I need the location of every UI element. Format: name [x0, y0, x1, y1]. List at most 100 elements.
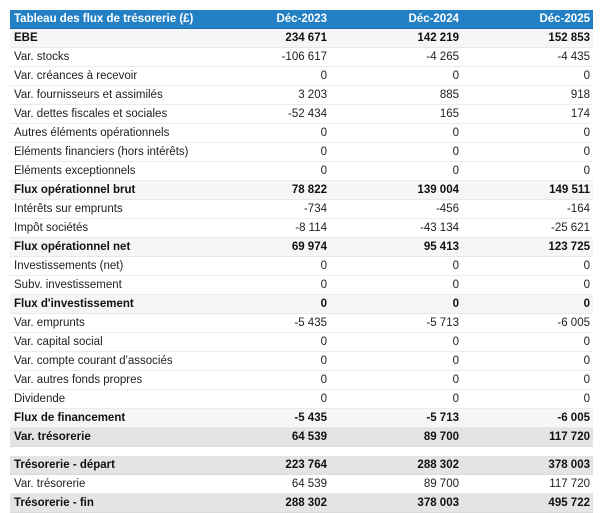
col-header-dec-2024: Déc-2024	[330, 10, 462, 29]
row-value: -164	[462, 199, 593, 219]
table-row: Var. fournisseurs et assimilés 3 203 885…	[10, 85, 593, 105]
row-label: Var. fournisseurs et assimilés	[10, 85, 199, 105]
row-value: 95 413	[330, 237, 462, 257]
row-value: 0	[199, 389, 330, 409]
row-value: 0	[330, 142, 462, 162]
row-value: -52 434	[199, 104, 330, 124]
row-value: 0	[330, 161, 462, 181]
row-value: -8 114	[199, 218, 330, 238]
row-label: Var. créances à recevoir	[10, 66, 199, 86]
table-row: Autres éléments opérationnels 0 0 0	[10, 123, 593, 143]
row-label: Var. trésorerie	[10, 474, 199, 494]
row-label: Var. trésorerie	[10, 427, 199, 447]
row-label: Trésorerie - départ	[10, 456, 199, 475]
row-value: 0	[199, 294, 330, 314]
row-label: Intérêts sur emprunts	[10, 199, 199, 219]
row-value: 0	[199, 370, 330, 390]
row-label: Var. dettes fiscales et sociales	[10, 104, 199, 124]
table-row: Var. dettes fiscales et sociales -52 434…	[10, 104, 593, 124]
table-row: Subv. investissement 0 0 0	[10, 275, 593, 295]
row-value: 918	[462, 85, 593, 105]
row-value: 0	[330, 294, 462, 314]
row-value: 0	[462, 294, 593, 314]
row-value: 288 302	[199, 493, 330, 513]
row-value: 0	[330, 389, 462, 409]
section-divider	[10, 447, 593, 456]
cash-flow-table: Tableau des flux de trésorerie (£) Déc-2…	[10, 10, 593, 447]
row-value: 0	[462, 161, 593, 181]
table-row: Investissements (net) 0 0 0	[10, 256, 593, 276]
row-label: Var. emprunts	[10, 313, 199, 333]
row-value: 0	[462, 332, 593, 352]
row-value: 0	[462, 275, 593, 295]
cash-flow-statement: Tableau des flux de trésorerie (£) Déc-2…	[10, 10, 593, 513]
row-label: Impôt sociétés	[10, 218, 199, 238]
table-row: Impôt sociétés -8 114 -43 134 -25 621	[10, 218, 593, 238]
row-label: Investissements (net)	[10, 256, 199, 276]
row-value: -5 713	[330, 313, 462, 333]
row-value: -5 713	[330, 408, 462, 428]
row-value: 0	[199, 332, 330, 352]
cash-flow-rows: EBE 234 671 142 219 152 853 Var. stocks …	[10, 28, 593, 447]
treasury-summary-rows: Trésorerie - départ 223 764 288 302 378 …	[10, 456, 593, 513]
row-label: EBE	[10, 28, 199, 48]
row-label: Var. stocks	[10, 47, 199, 67]
row-label: Eléments financiers (hors intérêts)	[10, 142, 199, 162]
row-value: 78 822	[199, 180, 330, 200]
row-value: 288 302	[330, 456, 462, 475]
row-value: 0	[199, 161, 330, 181]
row-label: Trésorerie - fin	[10, 493, 199, 513]
row-label: Flux opérationnel brut	[10, 180, 199, 200]
row-value: -5 435	[199, 408, 330, 428]
row-value: 0	[462, 389, 593, 409]
table-row: Var. emprunts -5 435 -5 713 -6 005	[10, 313, 593, 333]
row-value: 174	[462, 104, 593, 124]
row-label: Var. capital social	[10, 332, 199, 352]
row-value: -43 134	[330, 218, 462, 238]
row-value: 0	[462, 370, 593, 390]
row-value: 495 722	[462, 493, 593, 513]
row-label: Subv. investissement	[10, 275, 199, 295]
treasury-summary-table: Trésorerie - départ 223 764 288 302 378 …	[10, 456, 593, 513]
row-value: -6 005	[462, 408, 593, 428]
row-value: 0	[330, 256, 462, 276]
row-value: 89 700	[330, 474, 462, 494]
table-row: Var. compte courant d'associés 0 0 0	[10, 351, 593, 371]
row-value: 69 974	[199, 237, 330, 257]
table-row: Eléments exceptionnels 0 0 0	[10, 161, 593, 181]
table-row: Intérêts sur emprunts -734 -456 -164	[10, 199, 593, 219]
row-value: -4 265	[330, 47, 462, 67]
row-value: -5 435	[199, 313, 330, 333]
row-label: Var. compte courant d'associés	[10, 351, 199, 371]
row-value: 142 219	[330, 28, 462, 48]
table-row: Dividende 0 0 0	[10, 389, 593, 409]
row-value: -106 617	[199, 47, 330, 67]
row-label: Flux opérationnel net	[10, 237, 199, 257]
row-value: 0	[462, 351, 593, 371]
row-value: 64 539	[199, 474, 330, 494]
row-value: -4 435	[462, 47, 593, 67]
row-value: 223 764	[199, 456, 330, 475]
row-value: 234 671	[199, 28, 330, 48]
table-row: Eléments financiers (hors intérêts) 0 0 …	[10, 142, 593, 162]
table-row: Flux d'investissement 0 0 0	[10, 294, 593, 314]
row-value: 152 853	[462, 28, 593, 48]
row-label: Flux d'investissement	[10, 294, 199, 314]
table-row: Var. stocks -106 617 -4 265 -4 435	[10, 47, 593, 67]
row-value: 0	[330, 332, 462, 352]
row-label: Var. autres fonds propres	[10, 370, 199, 390]
table-row: Var. trésorerie 64 539 89 700 117 720	[10, 474, 593, 494]
row-value: -734	[199, 199, 330, 219]
row-value: 0	[199, 142, 330, 162]
table-row: Trésorerie - fin 288 302 378 003 495 722	[10, 493, 593, 513]
table-row: EBE 234 671 142 219 152 853	[10, 28, 593, 48]
row-value: 64 539	[199, 427, 330, 447]
row-value: 378 003	[462, 456, 593, 475]
row-value: 89 700	[330, 427, 462, 447]
row-value: 0	[330, 123, 462, 143]
row-value: -6 005	[462, 313, 593, 333]
row-value: 0	[330, 275, 462, 295]
row-value: 117 720	[462, 474, 593, 494]
row-label: Flux de financement	[10, 408, 199, 428]
row-value: 139 004	[330, 180, 462, 200]
